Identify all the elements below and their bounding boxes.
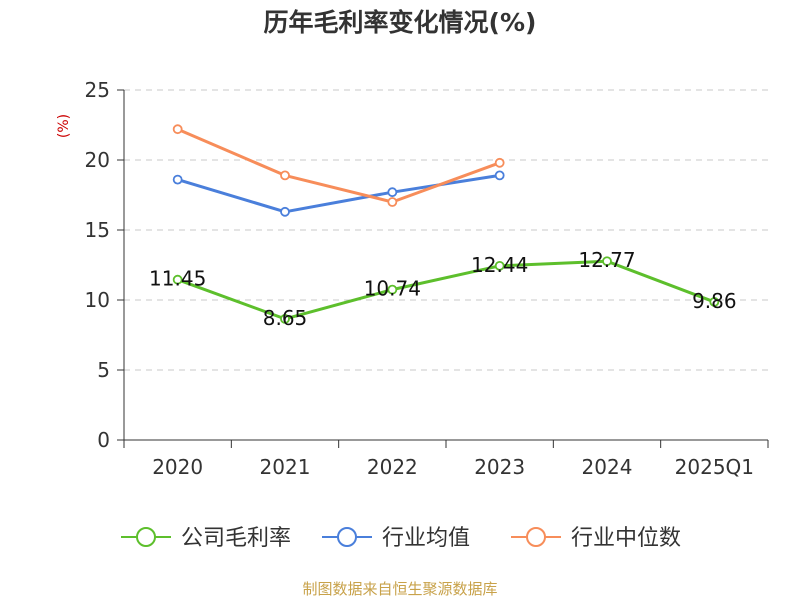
data-point (709, 297, 720, 307)
x-tick-labels: 2020 2021 2022 2023 2024 2025Q1 (152, 455, 754, 479)
legend-marker (136, 527, 156, 547)
data-point (172, 274, 183, 285)
data-point (387, 187, 398, 198)
data-labels: 11.45 8.65 10.74 12.44 12.77 9.86 (149, 248, 737, 330)
chart-title: 历年毛利率变化情况(%) (264, 8, 537, 37)
data-label: 9.86 (692, 289, 737, 313)
y-tick-label: 5 (97, 358, 110, 382)
y-tick-label: 10 (85, 288, 110, 312)
series-layer (172, 124, 720, 324)
y-tick-labels: 0 5 10 15 20 25 (85, 78, 110, 452)
data-point (494, 170, 505, 181)
legend-label: 行业中位数 (571, 526, 681, 551)
data-label: 11.45 (149, 267, 206, 291)
data-point (172, 124, 183, 135)
legend-marker (526, 527, 546, 547)
data-point (602, 256, 612, 267)
legend: 公司毛利率 行业均值 行业中位数 (121, 526, 681, 551)
data-label: 12.77 (578, 248, 635, 272)
x-tick-label: 2024 (582, 455, 633, 479)
series-line (177, 259, 715, 321)
data-point (494, 157, 505, 168)
y-tick-label: 0 (97, 428, 110, 452)
data-label: 8.65 (263, 306, 308, 330)
data-label: 10.74 (364, 277, 421, 301)
x-tick-label: 2022 (367, 455, 418, 479)
x-tick-label: 2020 (152, 455, 203, 479)
legend-marker (337, 527, 357, 547)
legend-label: 行业均值 (382, 526, 470, 551)
data-point (172, 174, 183, 185)
x-tick-label: 2023 (474, 455, 525, 479)
data-label: 12.44 (471, 253, 528, 277)
x-tick-label: 2021 (260, 455, 311, 479)
grid-lines (124, 89, 768, 371)
y-axis-unit-label: (%) (56, 114, 72, 138)
legend-label: 公司毛利率 (181, 526, 291, 551)
data-point (387, 197, 398, 207)
y-tick-label: 20 (85, 148, 110, 172)
source-note: 制图数据来自恒生聚源数据库 (302, 580, 497, 598)
x-tick-label: 2025Q1 (675, 455, 754, 479)
data-point (494, 260, 505, 271)
series-line (177, 127, 501, 204)
y-tick-label: 25 (85, 78, 110, 102)
data-point (280, 206, 290, 217)
y-tick-label: 15 (85, 218, 110, 242)
data-point (387, 284, 398, 295)
axes (117, 89, 769, 448)
data-point (280, 313, 290, 324)
data-point (280, 170, 290, 181)
